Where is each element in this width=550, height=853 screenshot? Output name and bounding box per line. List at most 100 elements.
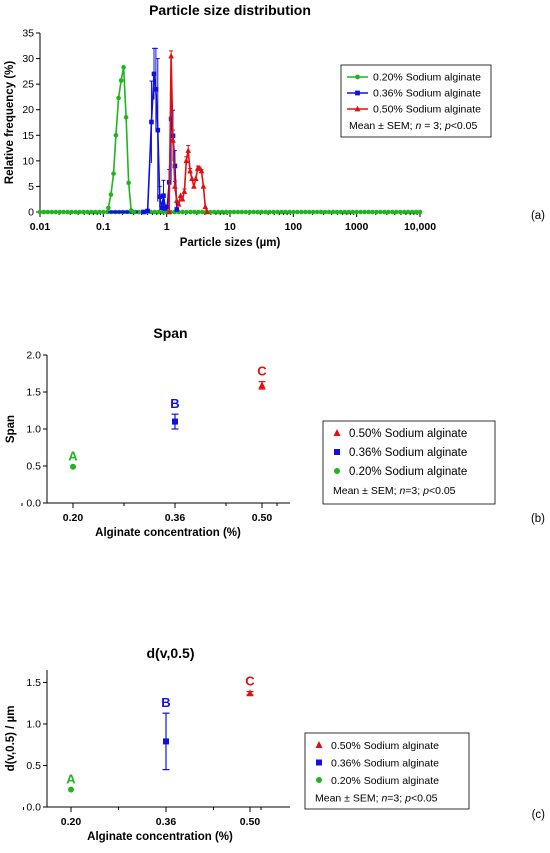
legend-note-part: p	[404, 793, 411, 805]
x-axis-label: Particle sizes (µm)	[180, 237, 281, 249]
legend-note-part: = 3;	[421, 120, 445, 132]
y-tick-label: 0.5	[26, 461, 41, 473]
legend: 0.50% Sodium alginate 0.36% Sodium algina…	[304, 732, 470, 810]
y-tick-label: 25	[22, 79, 34, 91]
panel-label: (c)	[532, 809, 546, 821]
legend-note-part: Mean ± SEM;	[315, 793, 381, 805]
data-point	[159, 205, 164, 211]
data-point	[70, 463, 76, 470]
chart-c: d(v,0.5) 0.0 0.5 1.0 1.5 0.20 0.36 0.50 Alginate…	[5, 645, 545, 843]
chart-title: Particle size distribution	[149, 2, 311, 18]
x-tick-label: 1	[164, 221, 170, 233]
legend: 0.20% Sodium alginate 0.36% Sodium algina…	[340, 64, 492, 138]
x-tick-label: 100	[285, 221, 303, 233]
legend-note-part: n	[415, 120, 421, 132]
data-point	[113, 132, 119, 138]
x-tick-label: 0.20	[63, 512, 84, 524]
data-point	[141, 209, 146, 215]
y-axis-label: Relative frequency (%)	[4, 61, 16, 185]
group-letter: B	[170, 396, 179, 411]
legend-box	[322, 420, 496, 505]
data-point	[131, 209, 137, 215]
data-point	[118, 78, 124, 83]
y-tick-label: 15	[22, 130, 34, 142]
x-tick-label: 0.1	[96, 221, 111, 233]
point-group: A	[66, 772, 76, 793]
data-point	[155, 127, 161, 133]
legend-label: 0.20% Sodium alginate	[331, 775, 439, 787]
point-group: C	[245, 674, 255, 697]
legend: 0.50% Sodium alginate 0.36% Sodium algina…	[322, 420, 496, 505]
data-point	[153, 86, 159, 92]
legend-marker	[334, 468, 340, 474]
legend-note-part: n	[399, 485, 405, 497]
data-point	[68, 786, 74, 793]
chart-title: Span	[153, 325, 187, 341]
legend-note-part: Mean ± SEM;	[333, 485, 399, 497]
y-tick-label: 0.0	[26, 498, 41, 510]
data-point	[121, 64, 126, 70]
x-tick-label: 0.20	[61, 816, 82, 828]
legend-marker	[315, 741, 323, 748]
legend-label: 0.20% Sodium alginate	[373, 72, 481, 84]
data-point	[106, 205, 111, 211]
series-1	[106, 64, 137, 215]
legend-marker	[316, 777, 322, 783]
legend-marker	[355, 74, 360, 80]
legend-box	[304, 732, 470, 810]
group-letter: C	[257, 364, 267, 379]
data-point	[126, 180, 131, 186]
data-point	[168, 52, 174, 59]
y-tick-label: 30	[22, 53, 34, 65]
legend-marker	[333, 429, 341, 436]
data-point	[179, 195, 186, 202]
x-tick-label: 1000	[345, 221, 369, 233]
legend-note-part: Mean ± SEM;	[349, 120, 415, 132]
chart-title: d(v,0.5)	[147, 645, 195, 661]
x-axis-label: Alginate concentration (%)	[87, 831, 233, 843]
point-group: C	[257, 364, 267, 390]
y-tick-label: 0.0	[26, 802, 41, 814]
point-group: B	[161, 695, 171, 771]
point-group: A	[68, 449, 78, 470]
legend-marker	[355, 90, 360, 96]
x-tick-label: 0.36	[156, 816, 177, 828]
group-letter: C	[245, 674, 255, 689]
y-tick-label: 0	[28, 207, 34, 219]
x-tick-label: 0.50	[240, 816, 261, 828]
legend-note: Mean ± SEM; n=3; p<0.05	[315, 793, 438, 805]
data-point	[157, 194, 162, 199]
data-point	[173, 197, 180, 204]
data-point	[174, 207, 180, 212]
data-point	[170, 137, 176, 143]
data-point	[123, 115, 129, 120]
y-tick-label: 1.5	[26, 677, 41, 689]
legend-note-part: =3;	[405, 485, 423, 497]
legend-note: Mean ± SEM; n=3; p<0.05	[333, 485, 456, 497]
legend-marker	[354, 105, 361, 112]
data-point	[204, 208, 210, 215]
legend-note-part: <0.05	[411, 793, 438, 805]
data-point	[172, 183, 178, 189]
data-point	[183, 157, 190, 164]
y-tick-label: 1.0	[26, 718, 41, 730]
data-point	[191, 183, 197, 189]
panel-label: (a)	[531, 210, 545, 222]
data-point	[108, 192, 114, 197]
data-point	[111, 171, 116, 176]
data-point	[246, 689, 254, 697]
data-point	[258, 381, 266, 389]
legend-marker	[334, 449, 340, 455]
legend-marker	[316, 759, 322, 766]
x-tick-label: 0.36	[165, 512, 186, 524]
legend-label: 0.50% Sodium alginate	[331, 740, 439, 752]
panel-label: (b)	[531, 513, 545, 525]
y-tick-label: 10	[22, 155, 34, 167]
y-tick-label: 1.0	[26, 424, 41, 436]
data-point	[145, 208, 150, 214]
legend-note-part: p	[422, 485, 429, 497]
data-point	[163, 738, 169, 745]
y-tick-label: 5	[28, 181, 34, 193]
data-point	[187, 167, 193, 174]
